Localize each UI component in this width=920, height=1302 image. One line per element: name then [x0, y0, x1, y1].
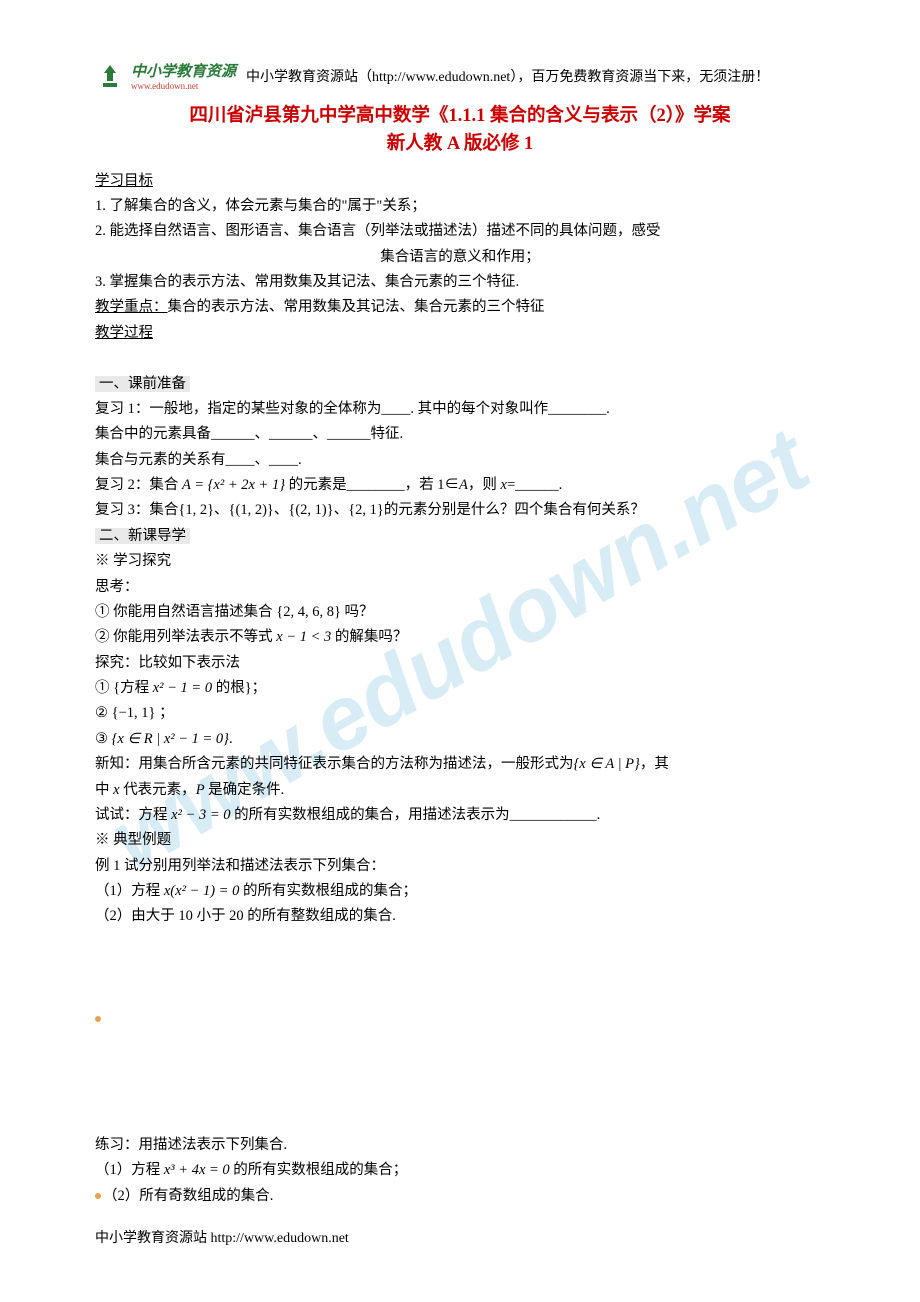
header: 中小学教育资源 www.edudown.net 中小学教育资源站（http://… — [95, 60, 825, 91]
try-text: 试试：方程 x² − 3 = 0 的所有实数根组成的集合，用描述法表示为____… — [95, 803, 825, 828]
practice-1: （1）方程 x³ + 4x = 0 的所有实数根组成的集合； — [95, 1158, 825, 1183]
ex1-text: 例 1 试分别用列举法和描述法表示下列集合： — [95, 854, 825, 879]
goal-3: 3. 掌握集合的表示方法、常用数集及其记法、集合元素的三个特征. — [95, 270, 825, 295]
practice-2: （2）所有奇数组成的集合. — [95, 1184, 825, 1209]
think-label: 思考： — [95, 575, 825, 600]
ex1-1: （1）方程 x(x² − 1) = 0 的所有实数根组成的集合； — [95, 879, 825, 904]
newknow-1: 新知：用集合所含元素的共同特征表示集合的方法称为描述法，一般形式为{x ∈ A … — [95, 752, 825, 777]
review-1b: 集合中的元素具备______、______、______特征. — [95, 422, 825, 447]
section-1-label: 一、课前准备 — [95, 376, 190, 392]
explore-3: ③ {x ∈ R | x² − 1 = 0}. — [95, 727, 825, 752]
review-2: 复习 2：集合 A = {x² + 2x + 1} 的元素是________，若… — [95, 473, 825, 498]
logo-title: 中小学教育资源 — [131, 60, 236, 81]
focus-label: 教学重点： — [95, 299, 168, 315]
orange-dot-2-icon — [95, 1193, 101, 1199]
review-1: 复习 1：一般地，指定的某些对象的全体称为____. 其中的每个对象叫作____… — [95, 397, 825, 422]
title-line-2: 新人教 A 版必修 1 — [95, 131, 825, 159]
explore-1: ① {方程 x² − 1 = 0 的根}； — [95, 676, 825, 701]
review-1c: 集合与元素的关系有____、____. — [95, 448, 825, 473]
process-label: 教学过程 — [95, 325, 153, 341]
think-1: ① 你能用自然语言描述集合 {2, 4, 6, 8} 吗？ — [95, 600, 825, 625]
title-line-1: 四川省泸县第九中学高中数学《1.1.1 集合的含义与表示（2）》学案 — [95, 103, 825, 131]
content: 学习目标 1. 了解集合的含义，体会元素与集合的"属于"关系； 2. 能选择自然… — [95, 169, 825, 1209]
explore-2: ② {−1, 1} ； — [95, 701, 825, 726]
logo-url: www.edudown.net — [131, 81, 236, 91]
practice-label: 练习：用描述法表示下列集合. — [95, 1133, 825, 1158]
goal-1: 1. 了解集合的含义，体会元素与集合的"属于"关系； — [95, 194, 825, 219]
title-block: 四川省泸县第九中学高中数学《1.1.1 集合的含义与表示（2）》学案 新人教 A… — [95, 103, 825, 159]
header-text: 中小学教育资源站（http://www.edudown.net），百万免费教育资… — [246, 66, 769, 86]
goal-2: 2. 能选择自然语言、图形语言、集合语言（列举法或描述法）描述不同的具体问题，感… — [95, 219, 825, 244]
section-2-label: 二、新课导学 — [95, 528, 190, 544]
goal-2b: 集合语言的意义和作用； — [95, 245, 825, 270]
think-2: ② 你能用列举法表示不等式 x − 1 < 3 的解集吗？ — [95, 625, 825, 650]
example-label: ※ 典型例题 — [95, 828, 825, 853]
ex1-2: （2）由大于 10 小于 20 的所有整数组成的集合. — [95, 904, 825, 929]
logo-text-block: 中小学教育资源 www.edudown.net — [131, 60, 236, 91]
review-3: 复习 3：集合{1, 2}、{(1, 2)}、{(2, 1)}、{2, 1}的元… — [95, 498, 825, 523]
logo: 中小学教育资源 www.edudown.net — [95, 60, 236, 91]
logo-icon — [95, 61, 125, 91]
newknow-2: 中 x 代表元素，P 是确定条件. — [95, 778, 825, 803]
goals-label: 学习目标 — [95, 173, 153, 189]
explore-label: ※ 学习探究 — [95, 549, 825, 574]
explore-text: 探究：比较如下表示法 — [95, 651, 825, 676]
page-container: 中小学教育资源 www.edudown.net 中小学教育资源站（http://… — [0, 0, 920, 1249]
focus-text: 集合的表示方法、常用数集及其记法、集合元素的三个特征 — [168, 299, 545, 315]
orange-dot-icon — [95, 1016, 101, 1022]
